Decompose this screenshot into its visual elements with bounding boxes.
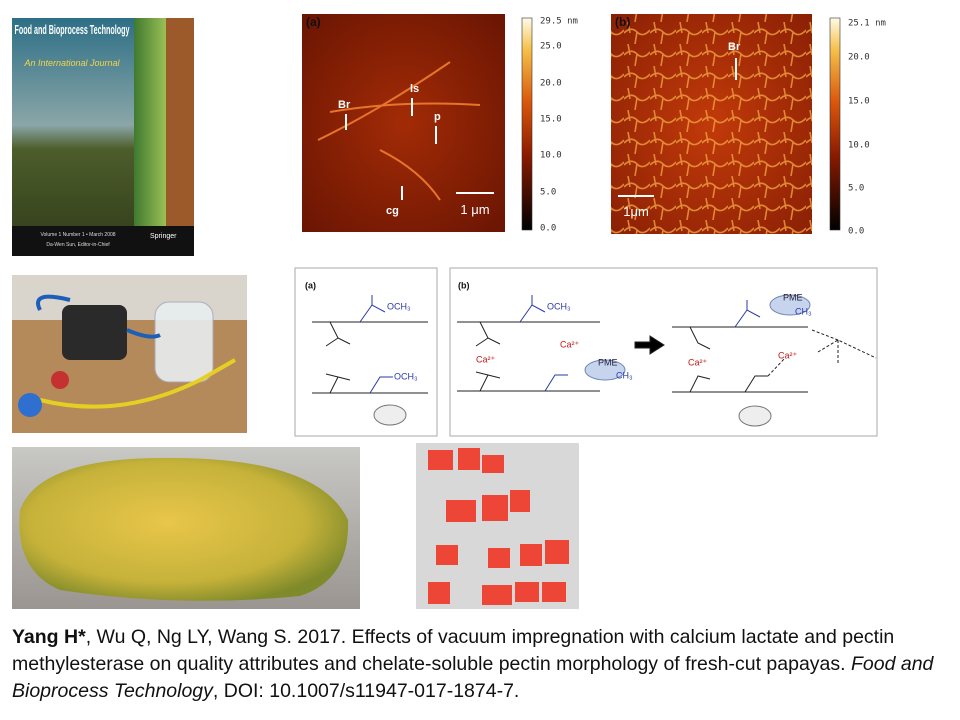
ester-group — [544, 374, 568, 392]
papaya — [19, 457, 349, 601]
journal-cover: Food and Bioprocess Technology An Intern… — [12, 18, 194, 256]
scale-bar-label: 1μm — [623, 204, 649, 219]
carboxyl — [325, 373, 351, 394]
enzyme-label: PME — [783, 292, 803, 302]
gauge — [18, 393, 42, 417]
scale-bar-label: 1 μm — [460, 202, 489, 217]
doi: , DOI: 10.1007/s11947-017-1874-7. — [212, 680, 520, 702]
carboxyl — [689, 326, 768, 393]
cover-title-text: Food and Bioprocess Technology — [15, 22, 130, 37]
panel-label: (a) — [306, 15, 321, 29]
carboxyl — [325, 321, 351, 347]
ester-label: OCH₃ — [387, 301, 411, 311]
methyl-label: CH₃ — [616, 370, 633, 380]
cover-publisher: Springer — [150, 233, 177, 240]
colorbar-tick-label: 10.0 — [540, 151, 562, 161]
arrow — [634, 335, 665, 355]
afm-network — [611, 14, 812, 234]
ester-group — [734, 300, 761, 328]
ester-label: OCH₃ — [547, 301, 571, 311]
lead-author: Yang H* — [12, 626, 86, 648]
colorbar — [521, 17, 533, 231]
microbe-icon — [373, 404, 407, 426]
feature-label: cg — [386, 205, 399, 217]
colorbar-tick-label: 15.0 — [540, 115, 562, 125]
colorbar-tick-label: 0.0 — [540, 224, 556, 234]
vacuum-apparatus-photo — [12, 275, 247, 433]
valve — [51, 371, 69, 389]
feature-label: Br — [728, 41, 741, 53]
cover-editor: Da-Wen Sun, Editor-in-Chief — [46, 242, 110, 248]
papaya-cubes-photo — [416, 443, 579, 609]
feature-label: Br — [338, 99, 351, 111]
crosslink — [767, 329, 877, 377]
citation: Yang H*, Wu Q, Ng LY, Wang S. 2017. Effe… — [12, 624, 942, 705]
colorbar-tick-label: 0.0 — [848, 227, 864, 237]
ester-group — [519, 295, 546, 323]
microbe-icon — [738, 405, 772, 427]
panel-label: (b) — [458, 280, 470, 290]
scheme-panel-a — [294, 267, 438, 437]
cover-subtitle: An International Journal — [23, 58, 120, 68]
papaya-cubes — [428, 448, 569, 605]
cover-wheat — [134, 18, 166, 256]
colorbar-tick-label: 20.0 — [848, 53, 870, 63]
carboxyl — [475, 321, 501, 347]
feature-label: p — [434, 111, 441, 123]
desiccator — [154, 301, 214, 383]
ester-group — [359, 295, 386, 323]
feature-label: ls — [410, 83, 419, 95]
calcium-label: Ca²⁺ — [688, 357, 708, 367]
colorbar-tick-label: 10.0 — [848, 141, 870, 151]
colorbar-tick-label: 5.0 — [848, 184, 864, 194]
colorbar-tick-label: 29.5 nm — [540, 17, 578, 27]
cover-issue: Volume 1 Number 1 • March 2008 — [40, 232, 115, 238]
colorbar — [829, 17, 841, 231]
afm-strands — [317, 61, 481, 201]
colorbar-tick-label: 15.0 — [848, 97, 870, 107]
citation-text: , Wu Q, Ng LY, Wang S. 2017. Effects of … — [12, 626, 895, 675]
cover-title: Food and Bioprocess Technology — [15, 22, 130, 37]
cover-footer — [12, 226, 194, 256]
ester-label: OCH₃ — [394, 371, 418, 381]
colorbar-tick-label: 20.0 — [540, 79, 562, 89]
enzyme-icon — [584, 359, 626, 381]
panel-border — [294, 267, 438, 437]
panel-label: (b) — [615, 15, 630, 29]
calcium-label: Ca²⁺ — [476, 354, 496, 364]
cover-produce — [166, 18, 194, 256]
afm-image-a: (a) 29.5 nm 25.0 20.0 15.0 10.0 5.0 0.0 Br ls p cg 1… — [302, 14, 578, 234]
enzyme-icon — [769, 294, 811, 316]
panel-border — [449, 267, 878, 437]
afm-scan — [302, 14, 505, 232]
afm-image-b: (b) 25.1 nm 20.0 15.0 10.0 5.0 0.0 Br 1μm — [611, 14, 886, 237]
calcium-label: Ca²⁺ — [560, 339, 580, 349]
colorbar-tick-label: 25.1 nm — [848, 19, 886, 29]
colorbar-tick-label: 25.0 — [540, 42, 562, 52]
blue-hose — [36, 294, 161, 339]
methyl-label: CH₃ — [795, 306, 812, 316]
scheme-panel-b — [449, 267, 878, 437]
colorbar-tick-label: 5.0 — [540, 188, 556, 198]
journal-name: Food and Bioprocess Technology — [12, 653, 934, 702]
calcium-label: Ca²⁺ — [778, 350, 798, 360]
ester-group — [369, 376, 393, 394]
yellow-hose — [39, 358, 236, 409]
enzyme-label: PME — [598, 357, 618, 367]
panel-label: (a) — [305, 280, 316, 290]
vacuum-pump — [62, 305, 127, 360]
papaya-photo — [12, 447, 360, 609]
carboxyl — [475, 371, 501, 392]
